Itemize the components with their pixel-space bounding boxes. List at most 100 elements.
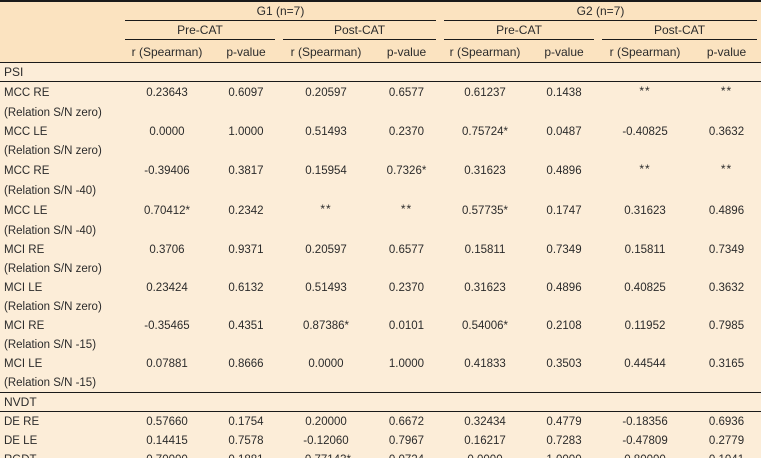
value-cell: 0.20597 — [305, 86, 347, 99]
measure-header: r (Spearman) — [598, 40, 693, 63]
value-cell: 0.15954 — [305, 164, 347, 177]
row-label: MCC RE — [4, 164, 50, 177]
condition-label: Post-CAT — [283, 21, 437, 40]
row-label: DE LE — [4, 434, 38, 447]
row-sublabel: (Relation S/N -40) — [4, 184, 97, 197]
value-cell: 0.11952 — [624, 319, 666, 332]
value-cell: -0.77143* — [279, 450, 373, 458]
value-cell: 0.4896 — [546, 281, 582, 294]
value-cell: 0.7326* — [386, 164, 427, 177]
group-header-row: G1 (n=7) G2 (n=7) — [0, 1, 761, 21]
measure-header-row: r (Spearman) p-value r (Spearman) p-valu… — [0, 40, 761, 63]
corner-cell — [0, 21, 121, 40]
value-cell: -0.40825 — [622, 125, 668, 138]
value-cell: 0.2108 — [546, 319, 582, 332]
value-cell: -0.47809 — [622, 434, 668, 447]
value-cell: 0.7967 — [388, 434, 425, 447]
value-cell: 0.7578 — [228, 434, 264, 447]
value-cell: 0.3817 — [228, 164, 264, 177]
condition-header-g1-post: Post-CAT — [279, 21, 441, 40]
value-cell: 0.41833 — [464, 357, 506, 370]
section-title: NVDT — [0, 392, 761, 412]
value-cell: 0.61237 — [464, 86, 506, 99]
table-subrow: (Relation S/N -15) — [0, 335, 761, 354]
group-header-g2: G2 (n=7) — [440, 1, 761, 21]
value-cell: 0.3632 — [708, 281, 745, 294]
value-cell: ** — [720, 84, 733, 98]
value-cell: 0.2779 — [708, 434, 745, 447]
section-row-psi: PSI — [0, 62, 761, 82]
value-cell: 0.54006* — [461, 319, 509, 332]
row-sublabel: (Relation S/N zero) — [4, 106, 102, 119]
row-sublabel: (Relation S/N zero) — [4, 300, 102, 313]
value-cell: 0.1754 — [228, 415, 264, 428]
value-cell: 0.0000 — [149, 125, 185, 138]
condition-label: Pre-CAT — [125, 21, 275, 40]
value-cell: 0.4351 — [228, 319, 264, 332]
table-row: RGDT0.700000.1881-0.77143*0.07240.00001.… — [0, 450, 761, 458]
value-cell: 0.0000 — [308, 357, 344, 370]
measure-header: p-value — [213, 40, 279, 63]
row-sublabel: (Relation S/N -15) — [4, 376, 97, 389]
measure-header: r (Spearman) — [279, 40, 373, 63]
condition-header-row: Pre-CAT Post-CAT Pre-CAT Post-CAT — [0, 21, 761, 40]
value-cell: 0.7349 — [546, 243, 582, 256]
value-cell: 0.07881 — [146, 357, 188, 370]
value-cell: ** — [720, 162, 733, 176]
value-cell: 0.20000 — [305, 415, 347, 428]
value-cell: 0.0000 — [440, 450, 530, 458]
value-cell: 0.4779 — [546, 415, 582, 428]
condition-header-g2-pre: Pre-CAT — [440, 21, 599, 40]
table-row: MCC LE 0.70412* 0.2342 ** ** 0.57735* 0.1747 0.… — [0, 200, 761, 221]
value-cell: 0.3632 — [708, 125, 745, 138]
value-cell: 0.1747 — [546, 204, 582, 217]
value-cell: 0.40825 — [624, 281, 666, 294]
value-cell: 0.70412* — [143, 204, 191, 217]
measure-header: p-value — [530, 40, 599, 63]
value-cell: 0.32434 — [464, 415, 506, 428]
value-cell: 0.2370 — [388, 125, 425, 138]
row-label: MCI LE — [4, 357, 43, 370]
value-cell: 0.0101 — [388, 319, 425, 332]
value-cell: 0.51493 — [305, 281, 347, 294]
value-cell: 0.7283 — [546, 434, 582, 447]
value-cell: -0.18356 — [622, 415, 668, 428]
table-body: PSI MCC RE 0.23643 0.6097 0.20597 0.6577 0.612… — [0, 62, 761, 458]
value-cell: 0.4896 — [708, 204, 745, 217]
value-cell: 1.0000 — [228, 125, 264, 138]
table-row: MCI RE 0.3706 0.9371 0.20597 0.6577 0.15811 0.… — [0, 240, 761, 259]
table-subrow: (Relation S/N -40) — [0, 181, 761, 200]
table-row: MCC RE 0.23643 0.6097 0.20597 0.6577 0.61237 0… — [0, 82, 761, 104]
value-cell: 0.15811 — [624, 243, 666, 256]
value-cell: 0.1041 — [692, 450, 761, 458]
value-cell: 0.0724 — [373, 450, 440, 458]
value-cell: 0.6936 — [708, 415, 745, 428]
table-subrow: (Relation S/N zero) — [0, 141, 761, 160]
row-sublabel: (Relation S/N -15) — [4, 338, 97, 351]
value-cell: 0.57660 — [146, 415, 188, 428]
value-cell: 0.1438 — [546, 86, 582, 99]
section-title: PSI — [0, 62, 761, 82]
value-cell: 0.2370 — [388, 281, 425, 294]
value-cell: 0.15811 — [464, 243, 506, 256]
value-cell: 0.2342 — [228, 204, 264, 217]
row-label: MCI LE — [4, 281, 43, 294]
table-row: MCI LE 0.23424 0.6132 0.51493 0.2370 0.31623 0… — [0, 278, 761, 297]
value-cell: 0.3165 — [708, 357, 745, 370]
value-cell: 0.23643 — [146, 86, 188, 99]
value-cell: 0.9371 — [228, 243, 264, 256]
measure-header: p-value — [373, 40, 441, 63]
value-cell: 0.6672 — [388, 415, 425, 428]
table-row: MCI LE 0.07881 0.8666 0.0000 1.0000 0.41833 0.… — [0, 354, 761, 373]
condition-header-g2-post: Post-CAT — [598, 21, 761, 40]
value-cell: 0.0487 — [546, 125, 582, 138]
value-cell: 0.1881 — [213, 450, 279, 458]
value-cell: ** — [639, 84, 651, 98]
condition-label: Pre-CAT — [444, 21, 595, 40]
group-header-g1: G1 (n=7) — [121, 1, 441, 21]
value-cell: 0.6097 — [228, 86, 264, 99]
value-cell: ** — [639, 162, 651, 176]
row-label: DE RE — [4, 415, 40, 428]
value-cell: 0.31623 — [624, 204, 666, 217]
